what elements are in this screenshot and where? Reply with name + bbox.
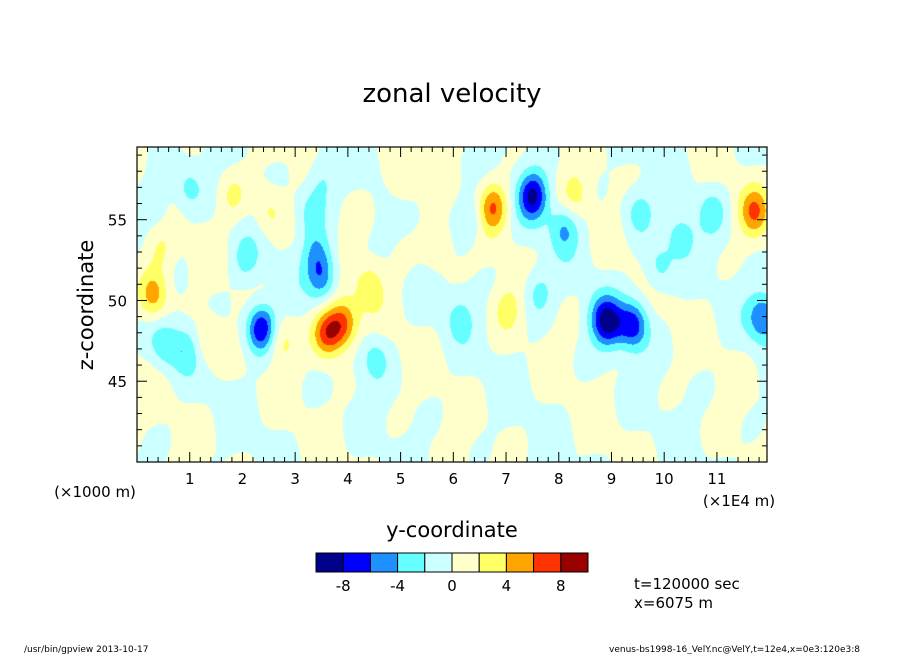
footer-right: venus-bs1998-16_VelY.nc@VelY,t=12e4,x=0e… xyxy=(609,645,860,654)
x-tick-label: 6 xyxy=(449,470,459,488)
x-tick-label: 4 xyxy=(343,470,353,488)
x-tick-label: 1 xyxy=(185,470,195,488)
colorbar-swatch xyxy=(315,552,344,573)
y-axis: 45 50 55 xyxy=(108,154,767,447)
colorbar-swatch xyxy=(424,552,453,573)
x-tick-label: 8 xyxy=(554,470,564,488)
y-tick-label: 55 xyxy=(108,212,127,230)
colorbar-swatch xyxy=(342,552,371,573)
x-axis-label: y-coordinate xyxy=(386,518,518,542)
position-annotation: x=6075 m xyxy=(634,594,713,612)
footer-left: /usr/bin/gpview 2013-10-17 xyxy=(24,645,148,654)
y-unit-label: (×1000 m) xyxy=(54,483,136,501)
x-tick-label: 7 xyxy=(501,470,511,488)
chart-title: zonal velocity xyxy=(362,79,541,109)
colorbar-tick-label: 8 xyxy=(556,577,566,595)
colorbar-tick-label: -4 xyxy=(390,577,405,595)
heatmap-field xyxy=(137,147,767,462)
x-tick-label: 10 xyxy=(655,470,674,488)
x-tick-label: 5 xyxy=(396,470,406,488)
colorbar-swatch xyxy=(451,552,480,573)
colorbar-swatch xyxy=(533,552,562,573)
y-tick-label: 50 xyxy=(108,292,127,310)
colorbar-swatch xyxy=(505,552,535,573)
colorbar-swatch xyxy=(369,552,399,573)
colorbar-swatch xyxy=(397,552,426,573)
colorbar: -8 -4 0 4 8 xyxy=(315,552,589,595)
colorbar-swatch xyxy=(560,552,589,573)
x-tick-label: 11 xyxy=(707,470,726,488)
x-tick-label: 3 xyxy=(290,470,300,488)
colorbar-swatch xyxy=(478,552,507,573)
x-tick-label: 2 xyxy=(238,470,248,488)
colorbar-tick-label: 4 xyxy=(502,577,512,595)
plot-area xyxy=(136,146,768,463)
plot-frame xyxy=(136,146,768,463)
y-tick-label: 45 xyxy=(108,373,127,391)
time-annotation: t=120000 sec xyxy=(634,575,740,593)
x-tick-label: 9 xyxy=(607,470,617,488)
x-axis: 1 2 3 4 5 6 7 8 9 10 11 xyxy=(147,147,760,488)
colorbar-tick-label: -8 xyxy=(336,577,351,595)
y-axis-label: z-coordinate xyxy=(74,240,98,371)
colorbar-tick-label: 0 xyxy=(447,577,457,595)
x-unit-label: (×1E4 m) xyxy=(703,492,775,510)
